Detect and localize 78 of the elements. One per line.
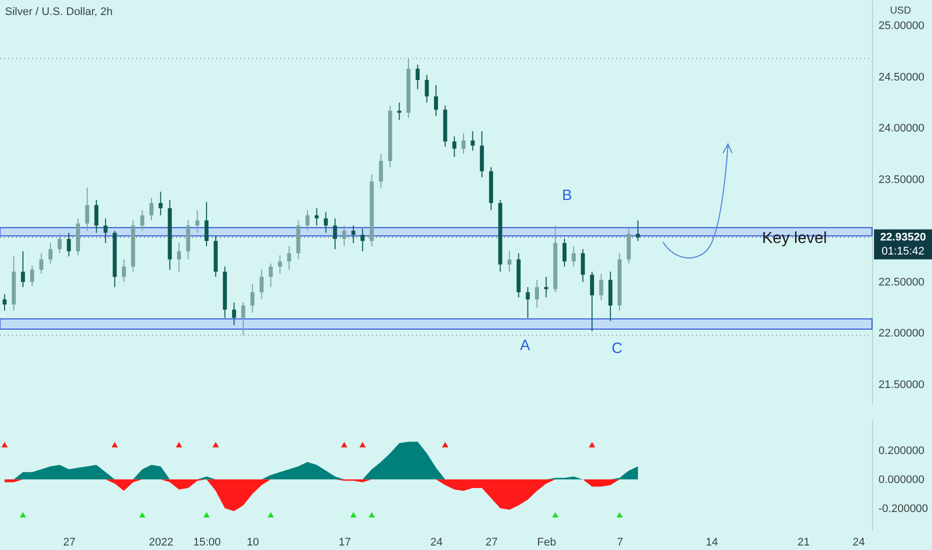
candlestick bbox=[30, 265, 34, 287]
candlestick bbox=[599, 273, 604, 301]
y-tick-label: 24.50000 bbox=[878, 71, 924, 84]
x-tick-label: 27 bbox=[485, 536, 498, 548]
candlestick bbox=[232, 302, 236, 326]
candlestick bbox=[590, 271, 594, 332]
candlestick bbox=[544, 276, 548, 298]
candlestick bbox=[333, 218, 338, 250]
y-tick-label: 0.000000 bbox=[878, 474, 924, 486]
candlestick bbox=[58, 233, 62, 254]
candlestick bbox=[149, 197, 154, 221]
candlestick bbox=[85, 187, 90, 232]
x-tick-label: 27 bbox=[63, 536, 76, 548]
candlestick bbox=[636, 220, 640, 242]
annotation: C bbox=[612, 340, 623, 357]
y-tick-label: 23.50000 bbox=[878, 174, 924, 186]
candlestick bbox=[462, 132, 466, 154]
candlestick bbox=[572, 246, 576, 268]
candlestick bbox=[580, 248, 585, 282]
candlestick bbox=[562, 238, 567, 268]
candlestick bbox=[507, 250, 512, 272]
x-tick-label: 24 bbox=[430, 536, 443, 548]
candlestick bbox=[452, 136, 456, 158]
x-tick-label: 15:00 bbox=[193, 536, 221, 548]
candlestick bbox=[324, 212, 328, 234]
candlestick bbox=[416, 64, 420, 90]
candlestick bbox=[250, 284, 254, 314]
candlestick bbox=[66, 232, 71, 257]
text: 01:15:42 bbox=[882, 245, 924, 258]
y-axis-title: USD bbox=[890, 6, 912, 16]
candlestick bbox=[470, 130, 475, 152]
candlestick bbox=[241, 302, 246, 336]
y-tick-label: 24.00000 bbox=[878, 122, 924, 135]
x-tick-label: 14 bbox=[706, 536, 718, 548]
candlestick bbox=[378, 153, 383, 188]
candlestick bbox=[104, 218, 108, 244]
candlestick bbox=[39, 252, 44, 274]
candlestick bbox=[158, 191, 163, 216]
y-tick-label: 25.00000 bbox=[878, 20, 924, 32]
y-tick-label: -0.200000 bbox=[878, 502, 928, 515]
candlestick bbox=[20, 250, 25, 288]
y-tick-label: 22.00000 bbox=[878, 328, 924, 340]
candlestick bbox=[314, 208, 319, 226]
annotation: B bbox=[562, 187, 572, 204]
candlestick bbox=[534, 279, 539, 308]
x-tick-label: 24 bbox=[852, 536, 865, 548]
candlestick bbox=[305, 210, 310, 232]
candlestick bbox=[424, 74, 429, 104]
text: Silver / U.S. Dollar, 2h bbox=[5, 6, 113, 18]
y-tick-label: 21.50000 bbox=[878, 378, 924, 391]
candlestick bbox=[268, 263, 273, 288]
candlestick bbox=[434, 84, 438, 116]
candlestick bbox=[94, 199, 98, 234]
candlestick bbox=[48, 242, 52, 264]
candlestick bbox=[351, 225, 356, 244]
candlestick bbox=[287, 246, 292, 270]
x-tick-label: 17 bbox=[338, 536, 351, 548]
candlestick bbox=[526, 286, 530, 318]
candlestick bbox=[278, 254, 282, 274]
x-tick-label: 2022 bbox=[148, 536, 174, 548]
x-tick-label: 10 bbox=[246, 536, 260, 548]
y-tick-label: 0.200000 bbox=[878, 444, 924, 457]
annotation: A bbox=[520, 337, 530, 354]
ref-line-label: 22.93520 bbox=[880, 231, 926, 244]
x-tick-label: Feb bbox=[537, 536, 556, 548]
candlestick bbox=[195, 210, 200, 234]
candlestick bbox=[360, 228, 365, 252]
candlestick bbox=[176, 242, 181, 272]
candlestick bbox=[140, 210, 144, 232]
candlestick bbox=[260, 269, 264, 300]
candlestick bbox=[342, 225, 346, 247]
candlestick bbox=[2, 294, 7, 312]
candlestick bbox=[204, 201, 209, 247]
candlestick bbox=[397, 102, 402, 120]
x-tick-label: 7 bbox=[617, 536, 624, 548]
candlestick bbox=[122, 258, 126, 282]
y-tick-label: 22.50000 bbox=[878, 276, 924, 288]
x-tick-label: 21 bbox=[798, 536, 810, 548]
